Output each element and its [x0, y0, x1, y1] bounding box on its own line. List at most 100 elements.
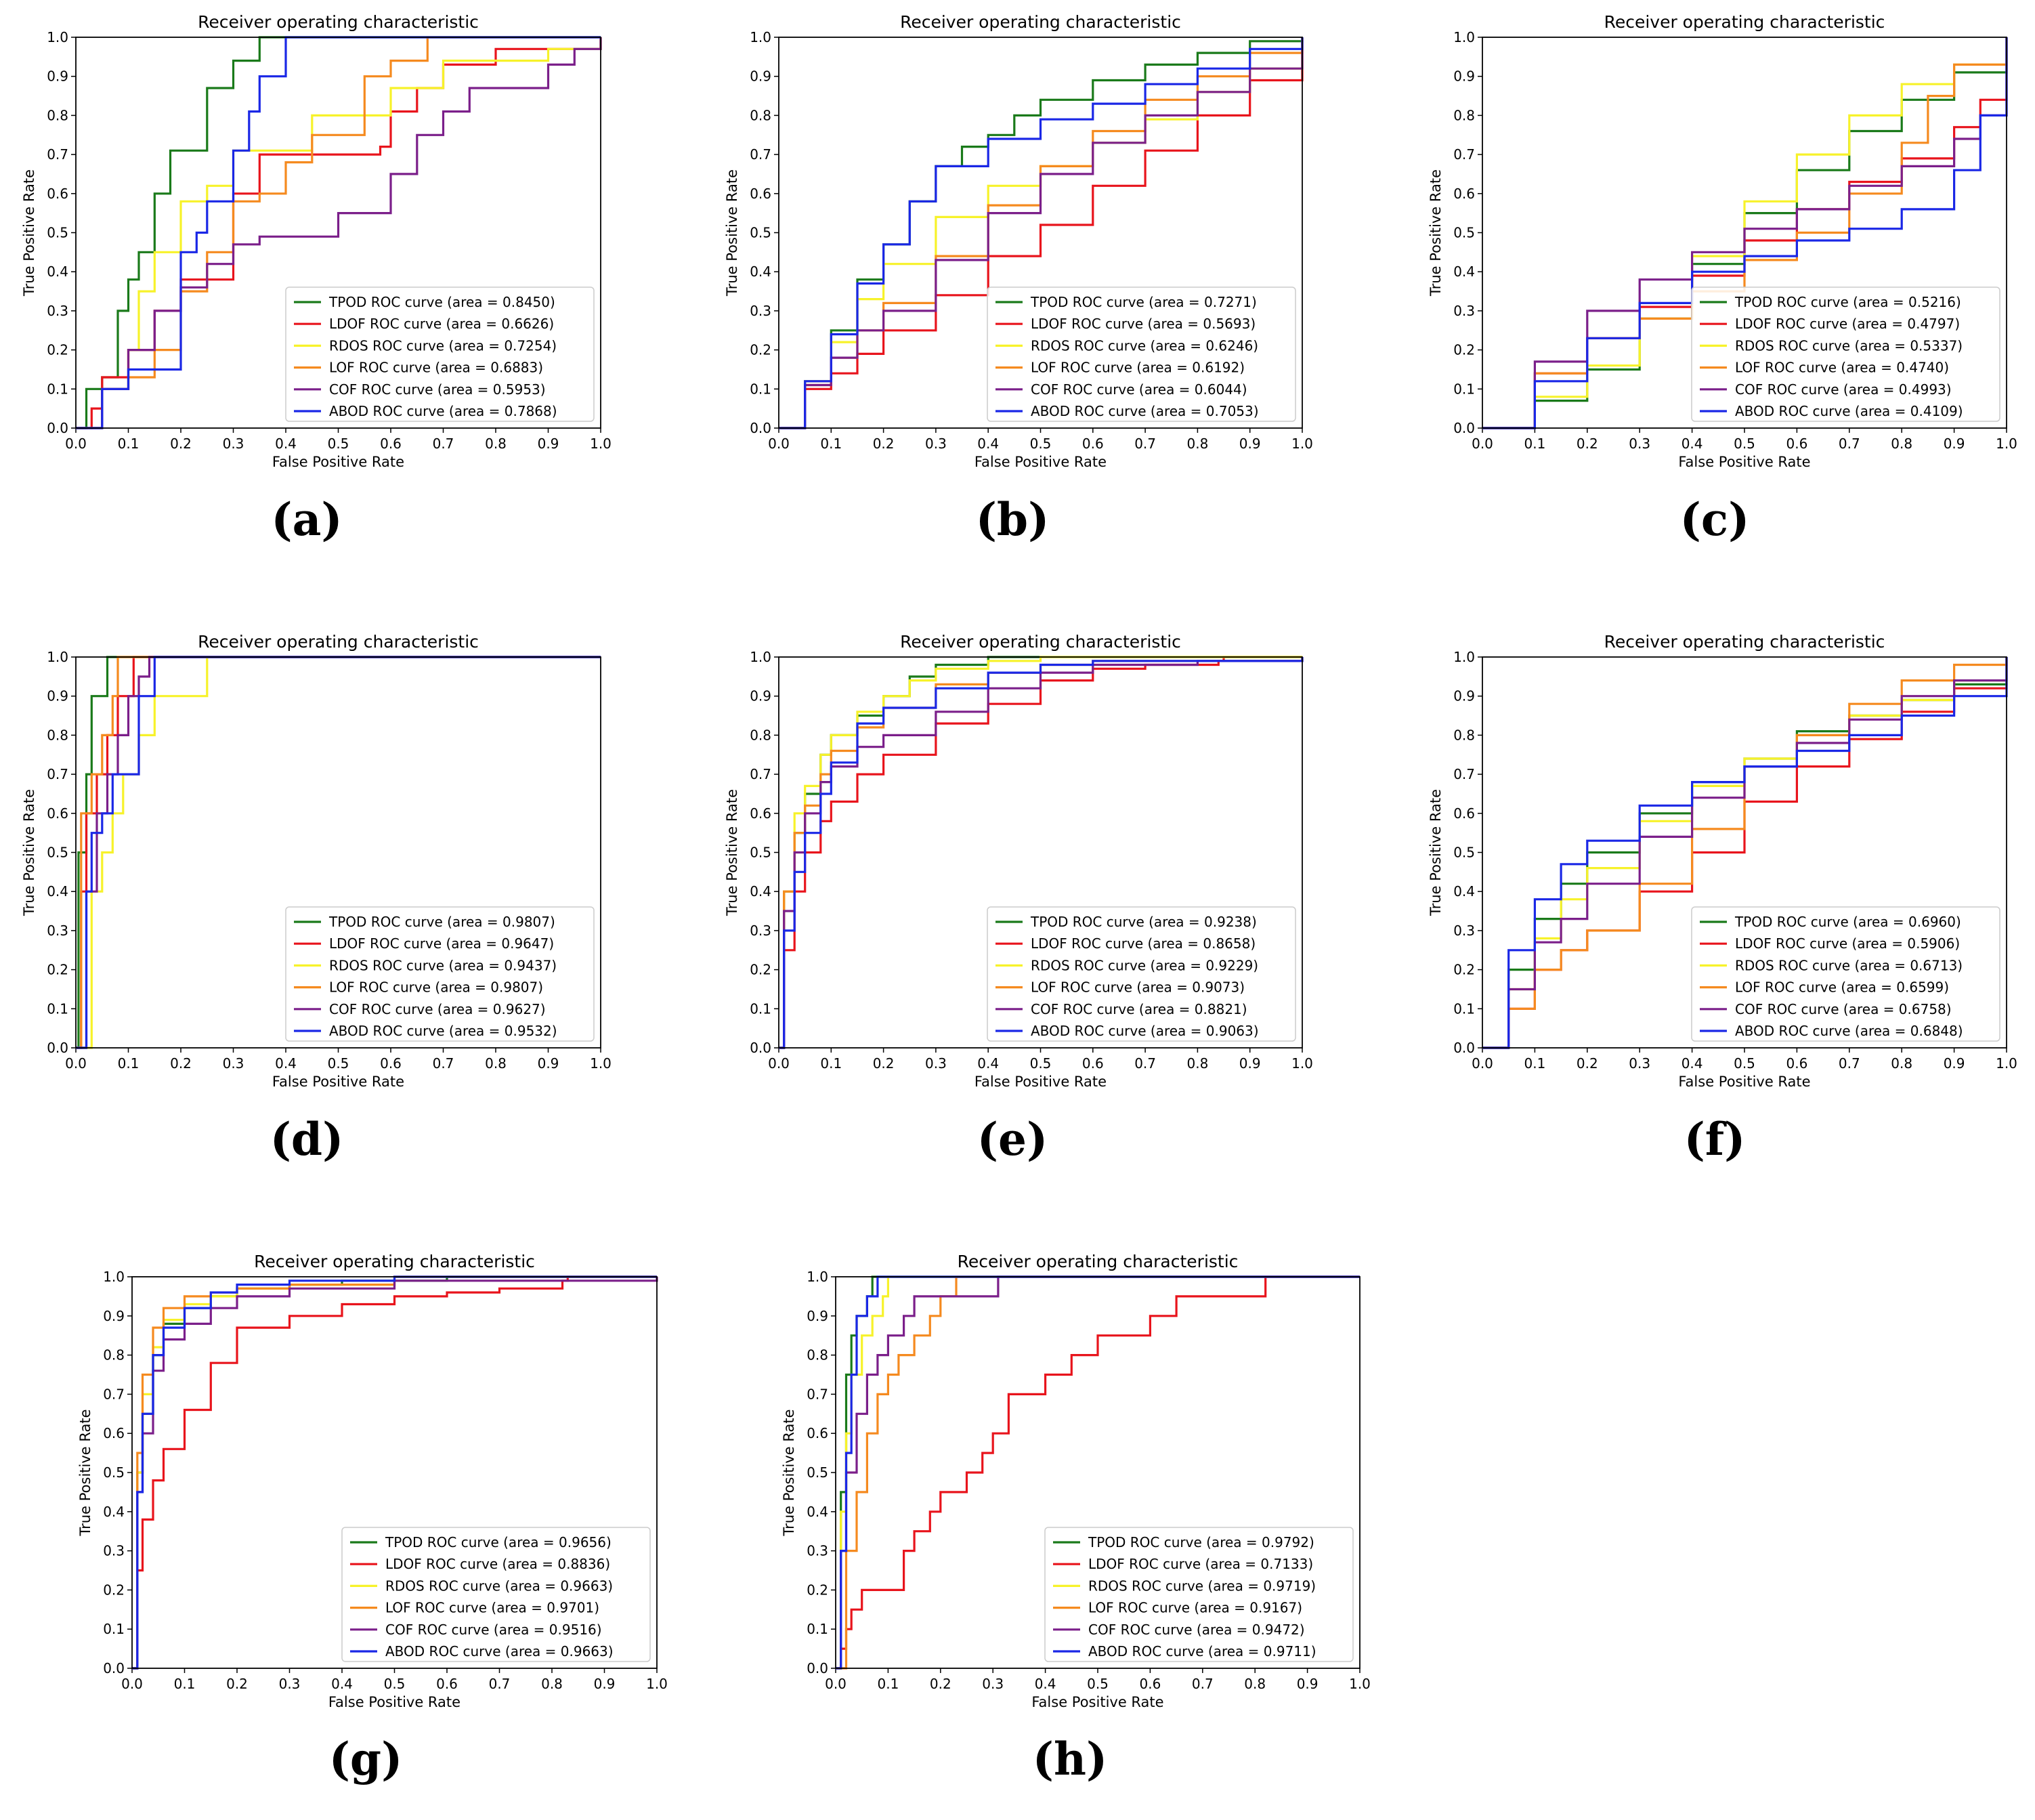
chart-title: Receiver operating characteristic: [198, 12, 479, 32]
roc-panel-f: Receiver operating characteristic 0.0 0.1 0…: [1428, 632, 2017, 1166]
legend-box: [1691, 906, 2000, 1042]
y-tick-label: 0.6: [1453, 186, 1475, 202]
y-tick-label: 0.7: [750, 766, 771, 782]
roc-curves: [836, 1275, 1360, 1670]
x-tick-label: 0.8: [1186, 1055, 1208, 1072]
legend: TPOD ROC curve (area = 0.9807) LDOF ROC c…: [285, 906, 595, 1042]
axes-frame: [1482, 37, 2007, 429]
roc-panel-d: Receiver operating characteristic 0.0 0.1 0…: [21, 632, 612, 1166]
x-tick-label: 1.0: [1996, 1055, 2017, 1072]
legend-label-rdos: RDOS ROC curve (area = 0.6246): [1031, 337, 1258, 354]
y-tick-label: 1.0: [47, 649, 68, 665]
x-tick-label: 0.9: [1239, 1055, 1261, 1072]
y-tick-label: 0.8: [750, 727, 771, 743]
roc-panel-a: Receiver operating characteristic 0.0 0.1 0…: [21, 12, 612, 546]
x-tick-label: 0.5: [384, 1676, 406, 1692]
roc-panel-b: Receiver operating characteristic 0.0 0.1 0…: [724, 12, 1313, 546]
x-tick-label: 1.0: [1349, 1676, 1371, 1692]
roc-curves: [1482, 657, 2008, 1049]
legend-label-tpod: TPOD ROC curve (area = 0.8450): [328, 294, 555, 310]
y-axis-label: True Positive Rate: [1428, 169, 1444, 297]
x-tick-label: 0.7: [433, 436, 454, 452]
roc-curve-lof: [76, 656, 601, 1049]
x-axis-label: False Positive Rate: [1678, 1074, 1810, 1090]
x-tick-label: 1.0: [590, 436, 612, 452]
legend-label-cof: COF ROC curve (area = 0.4993): [1735, 381, 1952, 398]
y-tick-label: 1.0: [750, 649, 771, 665]
panel-label: (a): [271, 493, 342, 546]
axes-frame: [835, 1276, 1361, 1669]
x-axis-label: False Positive Rate: [328, 1694, 460, 1710]
legend-label-lof: LOF ROC curve (area = 0.9701): [385, 1600, 599, 1616]
x-tick-label: 0.3: [223, 436, 244, 452]
y-tick-label: 0.8: [1453, 727, 1475, 743]
x-tick-label: 0.4: [977, 1055, 999, 1072]
y-axis-label: True Positive Rate: [724, 789, 740, 916]
axes-frame: [75, 656, 601, 1049]
x-tick-label: 0.3: [925, 436, 947, 452]
x-tick-label: 0.9: [594, 1676, 616, 1692]
legend-label-tpod: TPOD ROC curve (area = 0.9792): [1088, 1534, 1314, 1550]
y-tick-label: 0.8: [47, 727, 68, 743]
legend-label-ldof: LDOF ROC curve (area = 0.6626): [329, 316, 554, 332]
x-tick-label: 0.2: [930, 1676, 951, 1692]
roc-curve-lof: [76, 36, 601, 429]
legend-box: [341, 1527, 651, 1662]
x-tick-label: 0.5: [1734, 1055, 1755, 1072]
x-tick-label: 0.9: [538, 1055, 559, 1072]
y-tick-label: 0.0: [47, 1040, 68, 1056]
roc-curves: [76, 656, 601, 1049]
y-tick-label: 0.6: [750, 186, 771, 202]
roc-curves: [76, 36, 602, 429]
y-tick-label: 1.0: [807, 1269, 828, 1285]
x-tick-label: 1.0: [1996, 436, 2017, 452]
legend-label-rdos: RDOS ROC curve (area = 0.7254): [329, 337, 557, 354]
roc-curves: [779, 656, 1304, 1049]
chart-title: Receiver operating characteristic: [958, 1252, 1239, 1271]
y-axis-label: True Positive Rate: [21, 789, 37, 916]
x-tick-label: 0.4: [275, 1055, 297, 1072]
legend-label-ldof: LDOF ROC curve (area = 0.4797): [1735, 316, 1960, 332]
y-tick-label: 0.1: [47, 1000, 68, 1017]
x-axis-label: False Positive Rate: [1678, 454, 1810, 470]
legend-label-rdos: RDOS ROC curve (area = 0.9437): [329, 957, 557, 973]
legend-box: [987, 906, 1296, 1042]
x-tick-label: 0.3: [925, 1055, 947, 1072]
legend-label-ldof: LDOF ROC curve (area = 0.9647): [329, 935, 554, 952]
legend-label-lof: LOF ROC curve (area = 0.4740): [1735, 360, 1949, 376]
y-tick-label: 0.0: [750, 1040, 771, 1056]
y-tick-label: 0.9: [750, 688, 771, 704]
y-tick-label: 0.0: [1453, 1040, 1475, 1056]
x-axis-label: False Positive Rate: [272, 1074, 404, 1090]
x-axis-label: False Positive Rate: [974, 1074, 1107, 1090]
x-tick-label: 1.0: [646, 1676, 668, 1692]
x-tick-label: 0.1: [820, 1055, 842, 1072]
x-tick-label: 0.6: [1786, 1055, 1807, 1072]
roc-curve-cof: [76, 37, 602, 429]
legend-label-tpod: TPOD ROC curve (area = 0.9807): [328, 914, 555, 930]
legend-label-lof: LOF ROC curve (area = 0.9807): [329, 979, 543, 996]
roc-curve-ldof: [836, 1275, 1360, 1670]
x-tick-label: 0.6: [380, 436, 402, 452]
x-tick-label: 0.7: [1134, 436, 1156, 452]
legend-label-cof: COF ROC curve (area = 0.5953): [329, 381, 546, 398]
x-tick-label: 0.0: [65, 436, 87, 452]
x-tick-label: 0.1: [1524, 436, 1545, 452]
y-tick-label: 0.5: [1453, 225, 1475, 241]
x-tick-label: 0.5: [328, 1055, 349, 1072]
y-tick-label: 0.5: [103, 1464, 125, 1481]
y-tick-label: 0.8: [103, 1347, 125, 1363]
x-tick-label: 0.7: [1839, 436, 1860, 452]
y-tick-label: 0.3: [807, 1543, 828, 1559]
y-tick-label: 0.2: [807, 1582, 828, 1598]
x-tick-label: 0.2: [1577, 436, 1598, 452]
x-tick-label: 0.8: [1891, 436, 1912, 452]
panel-label: (h): [1033, 1733, 1107, 1785]
chart-title: Receiver operating characteristic: [900, 632, 1181, 652]
y-tick-label: 0.4: [750, 263, 771, 280]
x-tick-label: 0.1: [118, 1055, 140, 1072]
legend: TPOD ROC curve (area = 0.9792) LDOF ROC c…: [1044, 1527, 1354, 1662]
x-tick-label: 1.0: [590, 1055, 612, 1072]
legend-label-abod: ABOD ROC curve (area = 0.9063): [1031, 1023, 1259, 1039]
x-axis-label: False Positive Rate: [272, 454, 404, 470]
